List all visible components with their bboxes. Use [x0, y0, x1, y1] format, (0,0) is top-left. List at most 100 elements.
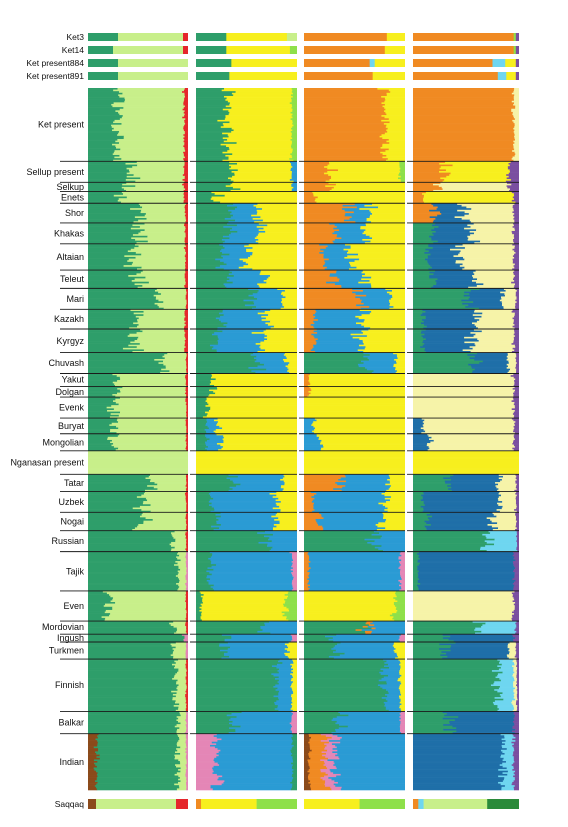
- pop-turkmen-row-5-panel-1-green: [88, 648, 173, 651]
- pop-mordovian-row-6-panel-4-cyan: [474, 629, 515, 632]
- pop-tajik-row-3-panel-1-lightgreen: [179, 554, 187, 557]
- pop-mongolian-row-1-panel-3-yellow: [316, 433, 406, 436]
- pop-indian-row-9-panel-3-brown: [304, 746, 311, 749]
- pop-ket-present-row-36-panel-4-orange: [413, 143, 514, 146]
- pop-kazakh-row-3-panel-3-yellow: [369, 312, 406, 315]
- pop-finnish-row-25-panel-4-purple: [517, 697, 520, 700]
- pop-mongolian-row-7-panel-2-green: [196, 443, 206, 445]
- pop-khakas-row-5-panel-2-blue: [230, 229, 259, 232]
- pop-chuvash-row-11-panel-1-lightgreen: [161, 368, 187, 371]
- pop-indian-row-14-panel-3-pink: [322, 754, 336, 757]
- pop-ket-present-row-46-panel-3-yellow: [386, 159, 406, 162]
- pop-indian-row-10-panel-1-brown: [88, 748, 99, 751]
- pop-mongolian-row-11-panel-3-yellow: [320, 449, 406, 452]
- pop-finnish-row-1-panel-4-green: [413, 659, 498, 661]
- pop-uzbek-row-5-panel-2-yellow: [278, 497, 298, 500]
- pop-ket-present-row-26-panel-1-red: [183, 127, 189, 130]
- pop-finnish-row-21-panel-3-green: [304, 690, 389, 693]
- pop-nogai-row-8-panel-1-green: [88, 524, 139, 526]
- pop-russian-row-3-panel-3-blue: [371, 533, 406, 536]
- pop-ket-present-row-25-panel-3-orange: [304, 126, 387, 129]
- pop-altaian-row-8-panel-2-yellow: [250, 255, 298, 258]
- pop-uzbek-row-8-panel-3-yellow: [378, 502, 406, 505]
- pop-indian-row-1-panel-4-navy: [413, 733, 501, 736]
- pop-ket-present-row-30-panel-3-yellow: [381, 134, 406, 137]
- pop-even-row-16-panel-3-yellow: [304, 614, 391, 617]
- pop-uzbek-row-4-panel-1-green: [88, 496, 138, 499]
- pop-indian-row-18-panel-2-pink: [196, 761, 215, 763]
- pop-finnish-row-19-panel-3-blue: [382, 687, 400, 690]
- pop-indian-row-8-panel-1-brown: [88, 744, 98, 747]
- pop-ingush-row-5-panel-4-navy: [453, 640, 514, 643]
- pop-ket-present-row-30-panel-4-cream: [514, 134, 520, 137]
- pop-finnish-row-14-panel-4-cream: [514, 679, 518, 682]
- pop-altaian-row-6-panel-1-lightgreen: [135, 252, 187, 254]
- pop-tajik-row-10-panel-2-green: [196, 565, 212, 568]
- pop-ket-present-row-16-panel-2-lime: [290, 111, 298, 114]
- pop-evenk-row-6-panel-1-lightgreen: [111, 405, 187, 408]
- pop-kyrgyz-row-10-panel-4-cream: [474, 343, 512, 345]
- pop-tatar-row-9-panel-2-yellow: [280, 486, 298, 489]
- pop-khakas-row-2-panel-1-lightgreen: [132, 224, 185, 227]
- pop-uzbek-row-11-panel-3-blue: [313, 507, 388, 510]
- pop-ket-present-row-5-panel-1-lightgreen: [118, 94, 185, 97]
- pop-mongolian-row-5-panel-1-red: [185, 439, 189, 442]
- pop-enets-row-6-panel-3-orange: [304, 199, 316, 202]
- pop-even-row-1-panel-1-red: [185, 590, 189, 593]
- pop-nogai-row-9-panel-1-green: [88, 525, 138, 528]
- pop-turkmen-row-11-panel-4-navy: [442, 657, 510, 660]
- pop-mari-row-4-panel-1-lightgreen: [160, 293, 187, 296]
- pop-kyrgyz-row-11-panel-1-red: [184, 344, 189, 347]
- pop-tatar-row-3-panel-4-cream: [498, 477, 517, 480]
- pop-ket-present-row-19-panel-2-lime: [292, 116, 298, 119]
- pop-finnish-row-31-panel-3-yellow: [399, 706, 406, 709]
- pop-balkar-row-12-panel-2-green: [196, 728, 236, 731]
- pop-indian-row-13-panel-4-navy: [413, 752, 505, 755]
- pop-chuvash-row-9-panel-3-green: [304, 365, 359, 368]
- pop-selkup-row-6-panel-1-lightgreen: [126, 189, 184, 192]
- sample-bar-ket3-panel-1: [88, 33, 189, 41]
- pop-ket-present-row-43-panel-1-green: [88, 154, 120, 157]
- pop-khakas-row-6-panel-1-red: [184, 230, 189, 233]
- pop-uzbek-row-5-panel-2-blue: [213, 497, 279, 500]
- pop-khakas-row-4-panel-3-yellow: [360, 227, 406, 230]
- pop-nogai-row-10-panel-1-green: [88, 527, 136, 530]
- pop-enets-row-1-panel-4-yellow: [425, 191, 513, 194]
- pop-turkmen-row-1-panel-1-lightgreen: [175, 642, 187, 644]
- pop-nganasan-present-row-1-panel-1-lightgreen: [88, 450, 189, 453]
- pop-evenk-row-7-panel-2-green: [196, 406, 211, 409]
- pop-chuvash-row-2-panel-2-yellow: [283, 354, 298, 357]
- pop-evenk-row-10-panel-3-yellow: [304, 411, 406, 414]
- pop-nogai-row-9-panel-4-green: [413, 525, 425, 528]
- pop-teleut-row-4-panel-1-red: [184, 275, 189, 278]
- pop-ingush-row-4-panel-4-green: [413, 638, 449, 641]
- pop-uzbek-row-9-panel-3-blue: [313, 504, 384, 507]
- pop-ket-present-row-38-panel-2-yellow: [228, 146, 292, 149]
- pop-turkmen-row-7-panel-4-purple: [516, 651, 520, 654]
- pop-tajik-row-17-panel-1-pink: [185, 576, 189, 579]
- pop-tatar-row-7-panel-3-yellow: [385, 483, 406, 486]
- pop-sellup-present-row-7-panel-4-purple: [509, 171, 520, 173]
- pop-khakas-row-3-panel-2-green: [196, 226, 224, 229]
- pop-khakas-row-3-panel-3-blue: [336, 226, 361, 229]
- pop-mari-row-10-panel-3-yellow: [390, 302, 406, 305]
- pop-indian-row-3-panel-4-purple: [515, 736, 520, 739]
- pop-shor-row-12-panel-1-green: [88, 221, 134, 224]
- pop-buryat-row-9-panel-4-purple: [513, 430, 520, 433]
- pop-mordovian-row-4-panel-3-orange: [362, 625, 369, 628]
- pop-even-row-18-panel-3-lime: [392, 617, 406, 620]
- pop-kyrgyz-row-9-panel-3-blue: [316, 341, 364, 344]
- pop-even-row-6-panel-4-purple: [514, 598, 520, 601]
- pop-altaian-row-2-panel-3-blue: [327, 245, 351, 248]
- pop-sellup-present-row-8-panel-3-yellow: [324, 172, 400, 175]
- pop-shor-row-9-panel-4-purple: [514, 216, 520, 219]
- pop-indian-row-10-panel-1-lightgreen: [176, 748, 186, 751]
- pop-tajik-row-2-panel-2-green: [196, 553, 213, 556]
- pop-indian-row-14-panel-2-blue: [218, 754, 292, 757]
- pop-indian-row-11-panel-2-blue: [220, 749, 291, 752]
- pop-tatar-row-9-panel-4-green: [413, 486, 452, 489]
- pop-kyrgyz-row-2-panel-1-green: [88, 330, 143, 333]
- pop-uzbek-row-3-panel-2-yellow: [276, 494, 298, 497]
- pop-yakut-row-1-panel-1-green: [88, 373, 113, 376]
- pop-buryat-row-3-panel-2-green: [196, 421, 208, 424]
